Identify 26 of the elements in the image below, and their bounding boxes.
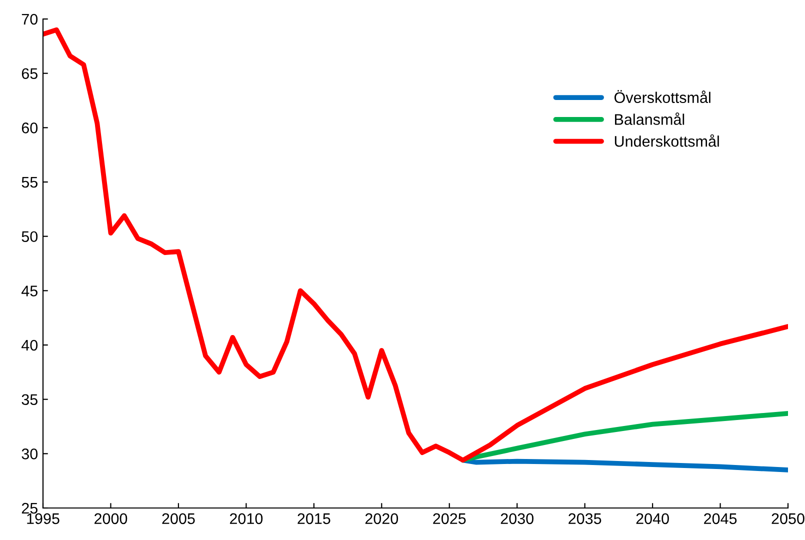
- y-tick-label: 70: [22, 14, 38, 25]
- x-tick-label: 2000: [94, 513, 128, 524]
- y-tick-label: 45: [22, 286, 38, 296]
- x-tick-label: 2005: [162, 513, 195, 524]
- x-tick-label: 2035: [568, 513, 602, 524]
- line-series: [43, 27, 788, 463]
- x-tick-label: 1995: [27, 513, 60, 524]
- y-tick-label: 25: [22, 502, 38, 514]
- x-tick-label: 2030: [500, 513, 534, 524]
- x-tick-label: 2015: [298, 513, 330, 524]
- legend-label: Underskottsmål: [614, 134, 719, 147]
- y-tick-label: 55: [22, 177, 38, 188]
- legend-label: Balansmål: [615, 112, 684, 125]
- x-tick-label: 2045: [704, 513, 737, 524]
- y-tick-label: 35: [22, 394, 38, 406]
- y-tick-label: 30: [22, 448, 38, 460]
- x-tick-label: 2050: [772, 513, 804, 524]
- legend-label: Överskottsmål: [614, 90, 710, 104]
- x-tick-label: 2040: [636, 513, 669, 524]
- y-tick-label: 65: [22, 68, 38, 80]
- y-tick-label: 60: [22, 122, 38, 134]
- y-tick-label: 40: [22, 340, 38, 351]
- x-tick-label: 2020: [365, 513, 398, 524]
- x-tick-label: 2025: [433, 513, 466, 524]
- y-tick-label: 50: [22, 231, 38, 242]
- x-tick-label: 2010: [230, 513, 263, 524]
